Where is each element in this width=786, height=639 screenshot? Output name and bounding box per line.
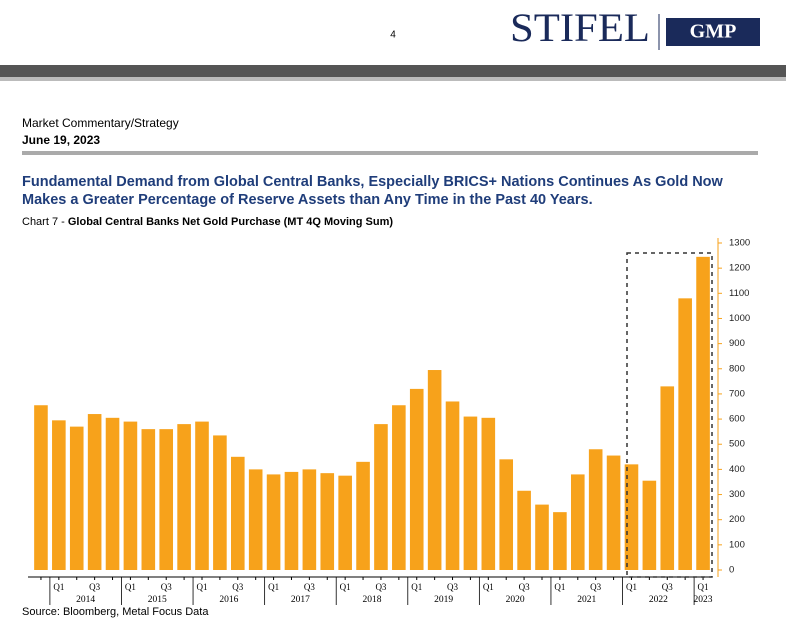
bar	[517, 490, 531, 570]
bar	[87, 414, 102, 570]
x-tick-label: Q3	[161, 582, 172, 592]
bar	[463, 416, 478, 570]
bar	[177, 424, 191, 570]
bar	[34, 405, 48, 570]
x-tick-label: Q3	[304, 582, 315, 592]
chart-title: Chart 7 - Global Central Banks Net Gold …	[22, 216, 393, 228]
bar	[213, 435, 227, 570]
y-tick-label: 1100	[729, 288, 749, 299]
bar	[660, 386, 675, 570]
x-tick-label: Q3	[447, 582, 458, 592]
bar	[642, 480, 657, 570]
x-tick-label: Q1	[340, 582, 351, 592]
year-label: 2018	[363, 595, 382, 605]
x-tick-label: Q1	[698, 582, 709, 592]
x-tick-label: Q3	[375, 582, 386, 592]
y-tick-label: 900	[729, 338, 745, 349]
bar	[392, 405, 406, 570]
rule	[22, 151, 758, 155]
header-band-light	[0, 77, 786, 81]
bar	[427, 370, 442, 570]
y-tick-label: 500	[729, 439, 745, 450]
headline: Makes a Greater Percentage of Reserve As…	[22, 192, 593, 208]
bar	[159, 429, 174, 570]
year-label: 2023	[694, 595, 713, 605]
bar	[266, 474, 281, 570]
x-tick-label: Q1	[626, 582, 637, 592]
x-tick-label: Q1	[53, 582, 64, 592]
year-label: 2022	[649, 595, 668, 605]
x-tick-label: Q3	[89, 582, 100, 592]
headline: Fundamental Demand from Global Central B…	[22, 174, 724, 190]
x-tick-label: Q1	[125, 582, 136, 592]
bar	[230, 456, 245, 570]
header-band	[0, 65, 786, 77]
bar	[141, 429, 156, 570]
page-number: 4	[390, 30, 396, 41]
chart-title-text: Global Central Banks Net Gold Purchase (…	[68, 216, 393, 228]
y-tick-label: 600	[729, 414, 745, 425]
year-label: 2014	[76, 595, 95, 605]
y-tick-label: 1200	[729, 263, 750, 274]
bar	[481, 417, 496, 570]
y-tick-label: 800	[729, 363, 745, 374]
bar	[588, 449, 603, 570]
x-tick-label: Q3	[590, 582, 601, 592]
y-tick-label: 400	[729, 464, 745, 475]
y-tick-label: 0	[729, 565, 734, 576]
logo: STIFEL	[510, 5, 650, 50]
year-label: 2020	[506, 595, 525, 605]
bar	[338, 475, 352, 570]
x-tick-label: Q1	[554, 582, 565, 592]
x-tick-label: Q3	[662, 582, 673, 592]
logo-partner: GMP	[690, 21, 737, 43]
highlight-box	[626, 252, 713, 578]
bar	[284, 471, 299, 570]
bar	[302, 469, 317, 570]
bar	[535, 504, 549, 570]
source: Source: Bloomberg, Metal Focus Data	[22, 606, 209, 618]
y-tick-label: 300	[729, 489, 745, 500]
bar	[606, 455, 621, 570]
x-tick-label: Q1	[268, 582, 279, 592]
x-tick-label: Q1	[411, 582, 422, 592]
date: June 19, 2023	[22, 133, 100, 147]
x-tick-label: Q3	[232, 582, 243, 592]
bar	[678, 298, 692, 570]
y-tick-label: 1000	[729, 313, 750, 324]
x-tick-label: Q1	[483, 582, 494, 592]
bar	[320, 473, 335, 570]
bar	[52, 420, 66, 570]
bar	[445, 401, 460, 570]
chart: 0 100 200 300 400 500 600 700 800 900 1000 1100 1200…	[28, 238, 750, 605]
bar	[409, 388, 424, 570]
year-label: 2015	[148, 595, 167, 605]
bar	[248, 469, 263, 570]
x-tick-label: Q1	[197, 582, 208, 592]
bar	[374, 424, 388, 570]
bar	[105, 417, 120, 570]
x-tick-label: Q3	[519, 582, 530, 592]
year-label: 2019	[434, 595, 453, 605]
year-label: 2017	[291, 595, 310, 605]
bar	[553, 512, 567, 570]
y-tick-label: 700	[729, 388, 745, 399]
y-tick-label: 200	[729, 514, 745, 525]
bar	[696, 256, 710, 570]
bar	[195, 421, 209, 570]
bar	[570, 474, 585, 570]
year-label: 2021	[577, 595, 596, 605]
chart-label: Chart 7 -	[22, 216, 68, 228]
bar	[356, 461, 370, 570]
y-tick-label: 100	[729, 539, 745, 550]
y-tick-label: 1300	[729, 238, 750, 249]
logo-box	[666, 18, 760, 46]
section: Market Commentary/Strategy	[22, 116, 179, 130]
bar	[123, 421, 138, 570]
bar	[69, 426, 84, 570]
bar	[624, 464, 639, 570]
year-label: 2016	[219, 595, 238, 605]
bar	[499, 459, 514, 570]
